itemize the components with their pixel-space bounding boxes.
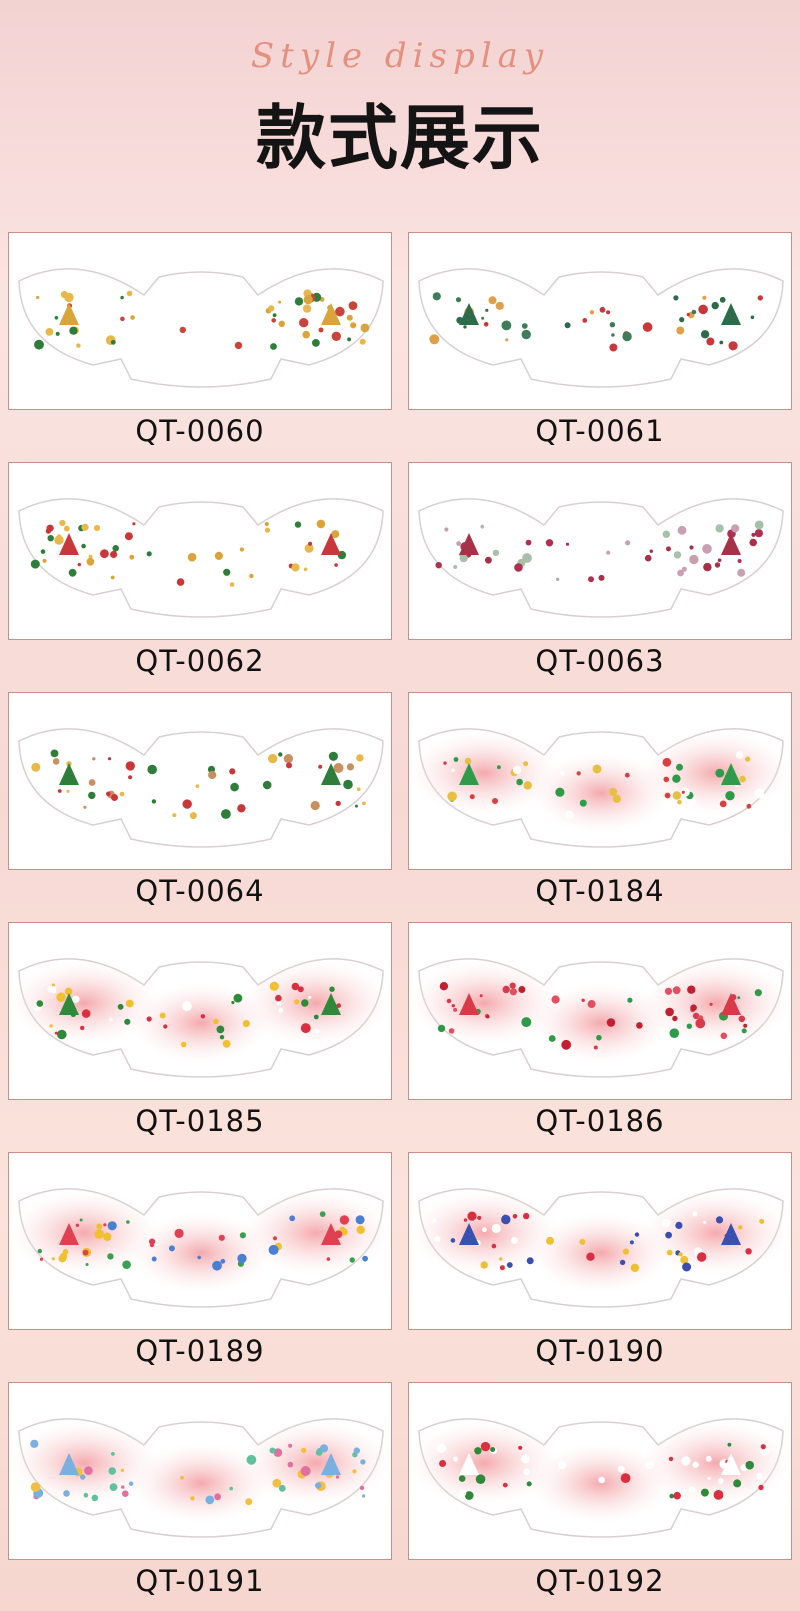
style-card[interactable] bbox=[8, 922, 392, 1100]
style-code: QT-0184 bbox=[535, 874, 665, 908]
style-code: QT-0189 bbox=[135, 1334, 265, 1368]
style-card[interactable] bbox=[408, 462, 792, 640]
style-code: QT-0186 bbox=[535, 1104, 665, 1138]
sticker bbox=[409, 1418, 791, 1538]
sticker bbox=[9, 958, 391, 1078]
style-card[interactable] bbox=[8, 1152, 392, 1330]
sticker bbox=[9, 1188, 391, 1308]
style-code: QT-0185 bbox=[135, 1104, 265, 1138]
style-card[interactable] bbox=[408, 692, 792, 870]
style-card[interactable] bbox=[8, 232, 392, 410]
style-code: QT-0192 bbox=[535, 1564, 665, 1598]
style-card[interactable] bbox=[408, 232, 792, 410]
style-card[interactable] bbox=[8, 692, 392, 870]
style-code: QT-0060 bbox=[135, 414, 265, 448]
sticker bbox=[18, 728, 384, 848]
style-code: QT-0062 bbox=[135, 644, 265, 678]
sticker bbox=[409, 728, 791, 848]
style-card[interactable] bbox=[8, 1382, 392, 1560]
style-card[interactable] bbox=[8, 462, 392, 640]
sticker bbox=[409, 958, 791, 1078]
style-card[interactable] bbox=[408, 1152, 792, 1330]
style-code: QT-0061 bbox=[535, 414, 665, 448]
style-card[interactable] bbox=[408, 1382, 792, 1560]
sticker bbox=[418, 498, 784, 618]
sticker bbox=[18, 498, 384, 618]
subtitle: Style display bbox=[250, 36, 550, 76]
sticker bbox=[9, 1418, 391, 1538]
sticker bbox=[18, 268, 384, 388]
sticker bbox=[409, 1188, 791, 1308]
style-code: QT-0064 bbox=[135, 874, 265, 908]
sticker bbox=[418, 268, 784, 388]
title: 款式展示 bbox=[256, 97, 544, 179]
style-card[interactable] bbox=[408, 922, 792, 1100]
style-code: QT-0063 bbox=[535, 644, 665, 678]
style-code: QT-0191 bbox=[135, 1564, 265, 1598]
style-code: QT-0190 bbox=[535, 1334, 665, 1368]
